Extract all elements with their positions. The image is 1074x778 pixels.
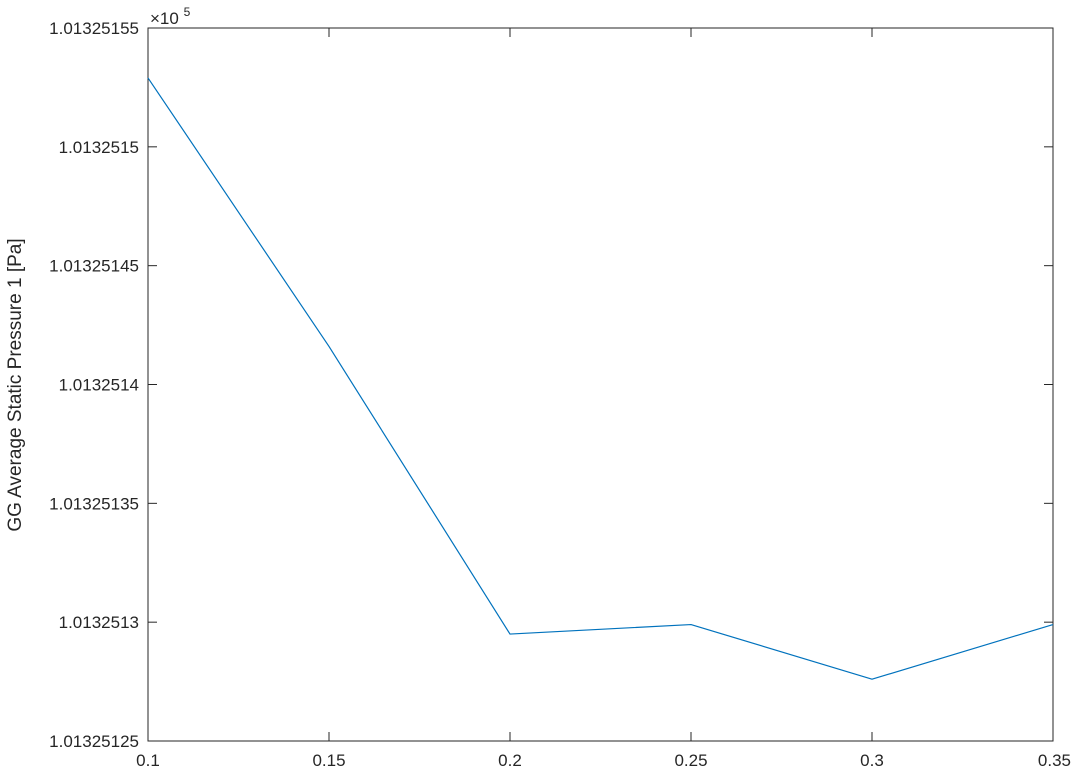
y-axis-label: GG Average Static Pressure 1 [Pa] [5, 238, 26, 531]
y-tick-label: 1.0132515 [59, 138, 139, 157]
x-tick-label: 0.3 [860, 751, 884, 770]
y-tick-label: 1.01325155 [49, 19, 139, 38]
y-axis-exponent: ×10 5 [150, 5, 191, 28]
series-line [148, 78, 1053, 679]
y-tick-label: 1.01325145 [49, 257, 139, 276]
y-tick-label: 1.0132513 [59, 613, 139, 632]
y-axis-exponent-power: 5 [184, 5, 191, 19]
x-tick-label: 0.1 [136, 751, 160, 770]
x-tick-label: 0.2 [498, 751, 522, 770]
plot-box [148, 28, 1053, 741]
x-tick-label: 0.35 [1038, 751, 1071, 770]
y-tick-label: 1.01325135 [49, 494, 139, 513]
y-tick-label: 1.0132514 [59, 376, 139, 395]
ticks-layer: 0.1 0.15 0.2 0.25 0.3 0.35 1.01325125 1.0132513… [49, 19, 1071, 770]
y-axis-exponent-base: ×10 [150, 9, 179, 28]
x-tick-label: 0.15 [312, 751, 345, 770]
series-layer [148, 78, 1053, 679]
y-tick-label: 1.01325125 [49, 732, 139, 751]
axes-layer [148, 28, 1053, 741]
x-tick-label: 0.25 [674, 751, 707, 770]
